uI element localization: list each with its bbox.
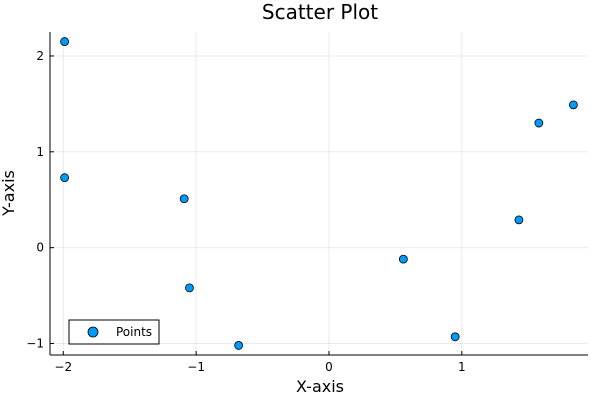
grid xyxy=(50,32,588,355)
x-tick-label-2: 0 xyxy=(325,360,333,374)
axes xyxy=(49,32,588,356)
data-points xyxy=(60,37,578,350)
y-tick-label-1: 0 xyxy=(36,241,44,255)
legend-marker xyxy=(87,326,99,338)
y-tick-label-0: −1 xyxy=(26,336,44,350)
x-tick-label-3: 1 xyxy=(458,360,466,374)
data-point-0-2 xyxy=(179,194,189,204)
data-point-0-3 xyxy=(185,283,194,293)
x-axis-label: X-axis xyxy=(296,377,344,396)
chart-title: Scatter Plot xyxy=(262,0,378,24)
legend: Points xyxy=(68,319,160,345)
data-point-0-7 xyxy=(514,215,524,225)
y-tick-label-2: 1 xyxy=(36,145,44,159)
y-tick-label-3: 2 xyxy=(36,49,44,63)
data-point-0-8 xyxy=(534,118,544,128)
data-point-0-6 xyxy=(450,332,460,342)
x-tick-label-0: −2 xyxy=(54,360,72,374)
legend-box xyxy=(68,319,160,345)
data-point-0-5 xyxy=(398,254,408,264)
legend-label-points: Points xyxy=(116,325,152,339)
data-point-0-1 xyxy=(60,173,70,183)
data-point-0-4 xyxy=(234,341,244,350)
x-tick-label-1: −1 xyxy=(187,360,205,374)
ticks: −2 −1 0 1 −1 0 1 2 xyxy=(26,49,465,374)
y-axis-label: Y-axis xyxy=(0,170,18,217)
data-point-0-9 xyxy=(568,100,578,110)
data-point-0-0 xyxy=(60,37,70,46)
